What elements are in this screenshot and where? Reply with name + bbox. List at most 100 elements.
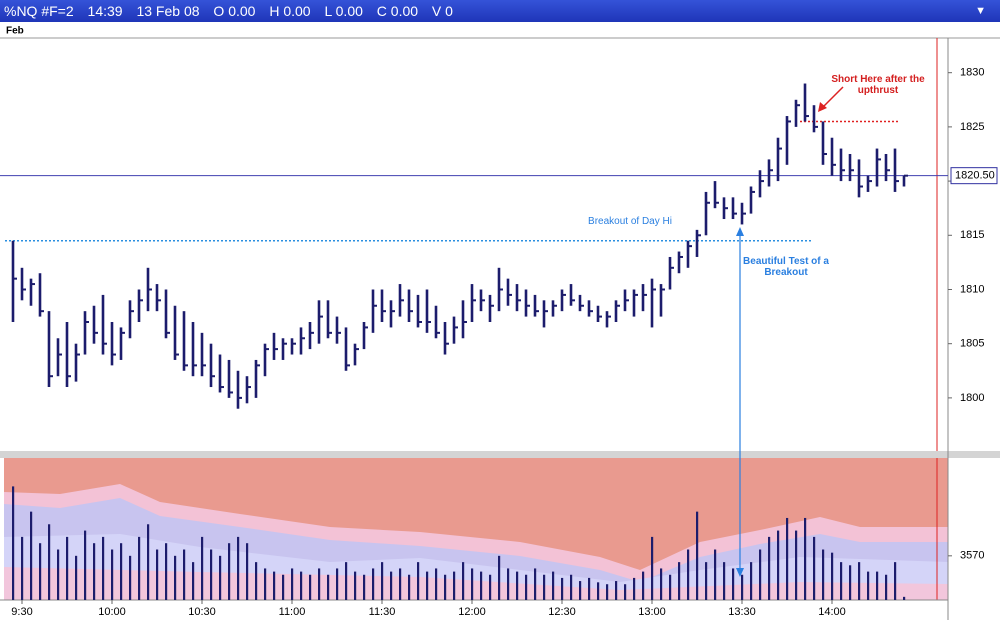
volume-bar bbox=[246, 543, 249, 600]
symbol: %NQ #F=2 bbox=[4, 3, 74, 19]
y-tick-label: 1830 bbox=[960, 67, 984, 79]
volume-bar bbox=[381, 562, 384, 600]
volume-bar bbox=[75, 555, 78, 600]
volume-bar bbox=[642, 571, 645, 600]
volume-bar bbox=[597, 582, 600, 600]
volume-bar bbox=[345, 562, 348, 600]
volume-bar bbox=[228, 543, 231, 600]
volume-bar bbox=[840, 562, 843, 600]
x-tick-label: 13:30 bbox=[728, 606, 756, 618]
header-bar: %NQ #F=2 14:39 13 Feb 08 O 0.00 H 0.00 L… bbox=[0, 0, 1000, 22]
volume-bar bbox=[678, 562, 681, 600]
separator bbox=[0, 451, 1000, 458]
volume-bar bbox=[651, 536, 654, 600]
volume-bar bbox=[705, 562, 708, 600]
volume-bar bbox=[687, 549, 690, 600]
volume-bar bbox=[795, 530, 798, 600]
arrow-head bbox=[818, 102, 827, 112]
volume-bar bbox=[894, 562, 897, 600]
volume-bar bbox=[174, 555, 177, 600]
chart: Feb 180018051810181518201825183035701820… bbox=[0, 22, 1000, 620]
volume-bar bbox=[849, 565, 852, 600]
volume-bar bbox=[759, 549, 762, 600]
time: 14:39 bbox=[87, 3, 123, 19]
open: O 0.00 bbox=[213, 3, 256, 19]
volume-bar bbox=[363, 574, 366, 600]
volume-bar bbox=[858, 562, 861, 600]
volume-bar bbox=[48, 524, 51, 600]
volume-bar bbox=[696, 511, 699, 600]
volume-bar bbox=[66, 536, 69, 600]
volume-bar bbox=[453, 571, 456, 600]
volume-bar bbox=[480, 571, 483, 600]
volume-bar bbox=[264, 568, 267, 600]
volume-bar bbox=[291, 568, 294, 600]
volume-bar bbox=[147, 524, 150, 600]
volume-bar bbox=[354, 571, 357, 600]
x-tick-label: 12:30 bbox=[548, 606, 576, 618]
volume-bar bbox=[624, 584, 627, 600]
volume-bar bbox=[633, 577, 636, 600]
y-tick-label: 1800 bbox=[960, 392, 984, 404]
dropdown-arrow[interactable]: ▼ bbox=[975, 5, 986, 17]
volume-bar bbox=[660, 568, 663, 600]
volume-bar bbox=[300, 571, 303, 600]
annotation: Beautiful Test of a Breakout bbox=[743, 256, 829, 278]
volume-bar bbox=[255, 562, 258, 600]
last-price-label: 1820.50 bbox=[955, 170, 995, 182]
volume-bar bbox=[570, 574, 573, 600]
volume-bar bbox=[21, 536, 24, 600]
annotation: Breakout of Day Hi bbox=[588, 216, 672, 227]
x-tick-label: 12:00 bbox=[458, 606, 486, 618]
volume-bar bbox=[372, 568, 375, 600]
volume-bar bbox=[129, 555, 132, 600]
volume-bar bbox=[489, 574, 492, 600]
volume-bar bbox=[183, 549, 186, 600]
volume-bar bbox=[777, 530, 780, 600]
volume-bar bbox=[471, 568, 474, 600]
volume-bar bbox=[138, 536, 141, 600]
volume-bar bbox=[804, 517, 807, 600]
x-tick-label: 10:30 bbox=[188, 606, 216, 618]
volume-bar bbox=[867, 571, 870, 600]
volume-bar bbox=[606, 584, 609, 600]
volume-bar bbox=[741, 574, 744, 600]
volume-bar bbox=[12, 486, 15, 600]
volume-bar bbox=[507, 568, 510, 600]
volume-bar bbox=[822, 549, 825, 600]
volume-bar bbox=[30, 511, 33, 600]
volume-bar bbox=[714, 549, 717, 600]
volume-bar bbox=[210, 549, 213, 600]
volume-bar bbox=[903, 596, 906, 600]
volume-bar bbox=[408, 574, 411, 600]
high: H 0.00 bbox=[269, 3, 311, 19]
period-label: Feb bbox=[6, 26, 24, 37]
volume-bar bbox=[273, 571, 276, 600]
volume-bar bbox=[282, 574, 285, 600]
volume-bar bbox=[831, 552, 834, 600]
low: L 0.00 bbox=[324, 3, 363, 19]
close: C 0.00 bbox=[376, 3, 419, 19]
x-tick-label: 14:00 bbox=[818, 606, 846, 618]
volume-bar bbox=[309, 574, 312, 600]
y-tick-label: 1810 bbox=[960, 283, 984, 295]
arrow bbox=[821, 86, 844, 109]
volume-bar bbox=[435, 568, 438, 600]
volume-bar bbox=[786, 517, 789, 600]
x-tick-label: 13:00 bbox=[638, 606, 666, 618]
volume-bar bbox=[579, 581, 582, 600]
date: 13 Feb 08 bbox=[136, 3, 200, 19]
volume-bar bbox=[93, 543, 96, 600]
volume-bar bbox=[201, 536, 204, 600]
y-tick-label: 1815 bbox=[960, 229, 984, 241]
volume-bar bbox=[732, 568, 735, 600]
volume-bar bbox=[390, 571, 393, 600]
y-tick-label: 1825 bbox=[960, 121, 984, 133]
volume-bar bbox=[498, 555, 501, 600]
volume-bar bbox=[57, 549, 60, 600]
annotation: Short Here after the upthrust bbox=[831, 74, 925, 96]
volume-bar bbox=[516, 571, 519, 600]
volume-bar bbox=[525, 574, 528, 600]
volume-bar bbox=[111, 549, 114, 600]
